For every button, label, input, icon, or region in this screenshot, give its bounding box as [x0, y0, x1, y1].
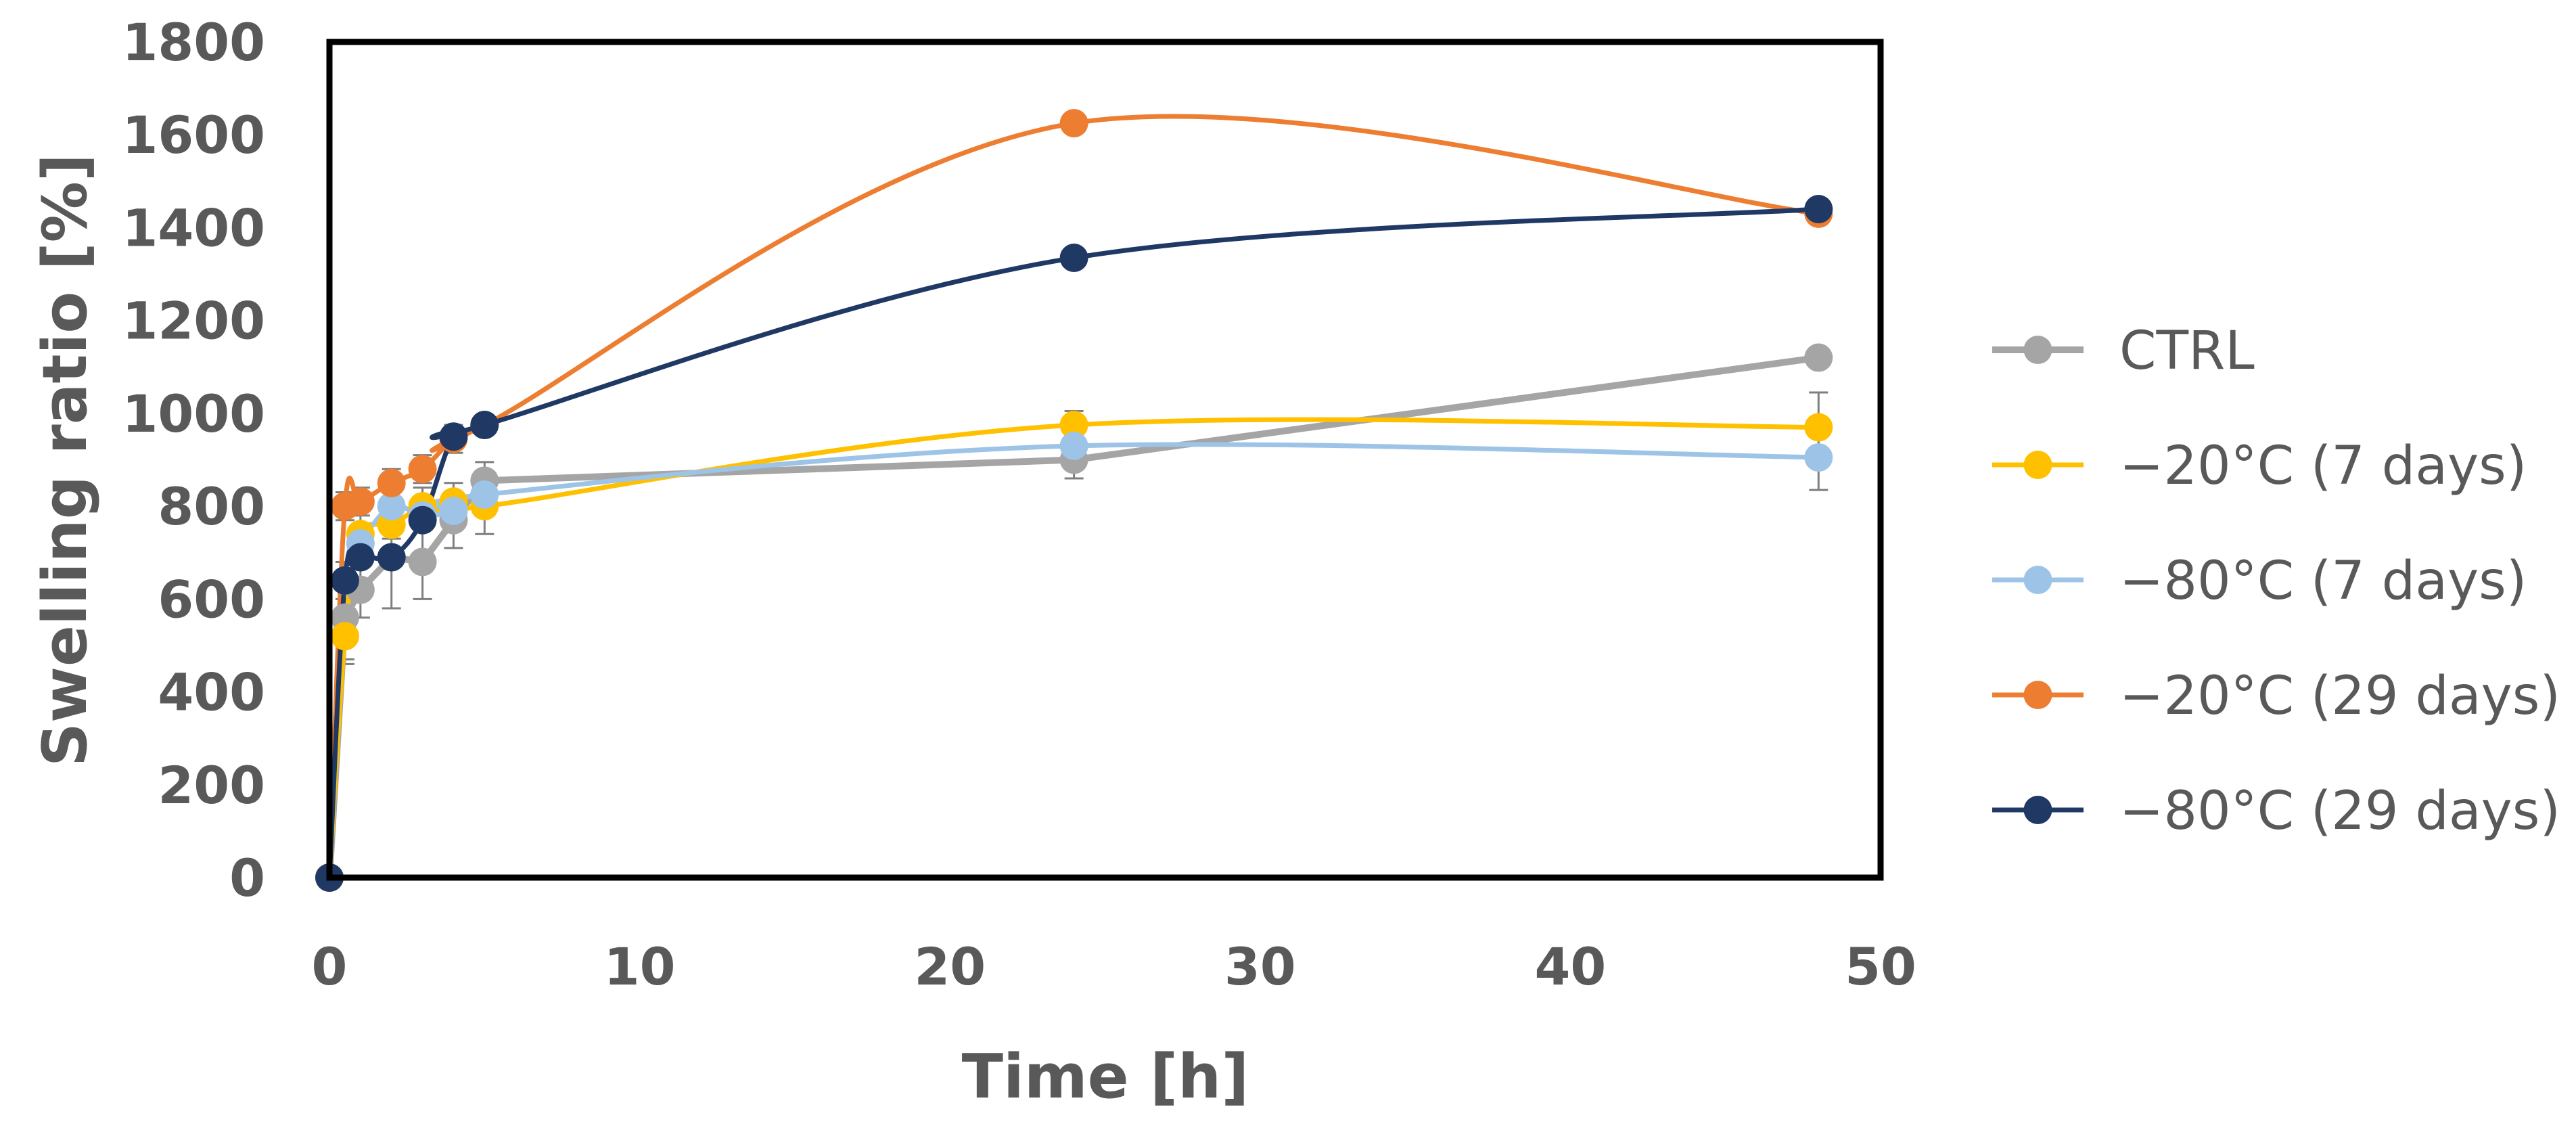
data-point-20-c-7-days	[1804, 413, 1833, 442]
data-point-80-c-7-days	[470, 480, 499, 509]
data-point-80-c-29-days	[377, 543, 406, 572]
data-point-20-c-29-days	[408, 455, 437, 484]
y-axis-ticks: 0 200 400 600 800 1000 1200 1400 1600 1800	[122, 12, 265, 908]
y-tick-label: 400	[158, 662, 265, 723]
data-point-80-c-29-days	[346, 543, 375, 572]
data-point-20-c-29-days	[377, 468, 406, 497]
legend-swatch-marker-80-c-7-days	[2023, 566, 2052, 594]
data-point-80-c-7-days	[439, 496, 468, 525]
y-tick-label: 1000	[122, 384, 265, 444]
y-tick-label: 1600	[122, 105, 265, 165]
legend-label-ctrl: CTRL	[2119, 321, 2255, 382]
data-point-ctrl	[1804, 343, 1833, 372]
data-point-20-c-29-days	[346, 487, 375, 516]
legend-label-80-c-29-days: −80°C (29 days)	[2119, 781, 2560, 842]
data-point-80-c-29-days	[470, 411, 499, 440]
data-point-20-c-29-days	[1059, 109, 1088, 138]
x-tick-label: 30	[1224, 936, 1296, 997]
x-tick-label: 50	[1845, 936, 1916, 997]
data-point-80-c-29-days	[408, 505, 437, 535]
y-tick-label: 1400	[122, 198, 265, 258]
legend-swatch-marker-20-c-29-days	[2023, 681, 2052, 709]
y-tick-label: 1200	[122, 291, 265, 351]
x-axis-title: Time [h]	[962, 1041, 1249, 1112]
x-tick-label: 10	[604, 936, 676, 997]
legend-label-20-c-7-days: −20°C (7 days)	[2119, 436, 2527, 497]
legend-label-20-c-29-days: −20°C (29 days)	[2119, 666, 2560, 727]
data-point-ctrl	[408, 547, 437, 577]
data-point-80-c-7-days	[377, 492, 406, 521]
legend: CTRL −20°C (7 days) −80°C (7 days) −20°C (2…	[1992, 321, 2560, 842]
y-tick-label: 1800	[122, 12, 265, 72]
data-point-80-c-7-days	[1804, 443, 1833, 472]
data-point-20-c-7-days	[330, 622, 359, 651]
y-axis-title: Swelling ratio [%]	[30, 154, 101, 767]
legend-label-80-c-7-days: −80°C (7 days)	[2119, 551, 2527, 612]
data-point-80-c-29-days	[1804, 195, 1833, 223]
data-point-80-c-7-days	[1059, 431, 1088, 460]
data-point-80-c-29-days	[1059, 244, 1088, 273]
y-tick-label: 0	[229, 848, 265, 908]
y-tick-label: 600	[158, 569, 265, 629]
data-point-80-c-29-days	[439, 422, 468, 451]
legend-swatch-marker-20-c-7-days	[2023, 451, 2052, 479]
y-tick-label: 200	[158, 755, 265, 815]
x-tick-label: 0	[312, 936, 348, 997]
x-tick-label: 40	[1535, 936, 1607, 997]
x-axis-ticks: 0 10 20 30 40 50	[312, 936, 1916, 997]
x-tick-label: 20	[914, 936, 986, 997]
plot-area-border	[326, 39, 1884, 881]
legend-swatch-marker-80-c-29-days	[2023, 796, 2052, 824]
series-markers	[315, 109, 1833, 892]
data-point-20-c-7-days	[1059, 411, 1088, 440]
data-point-80-c-29-days	[330, 566, 359, 595]
y-tick-label: 800	[158, 476, 265, 537]
legend-swatch-marker-ctrl	[2023, 336, 2052, 364]
